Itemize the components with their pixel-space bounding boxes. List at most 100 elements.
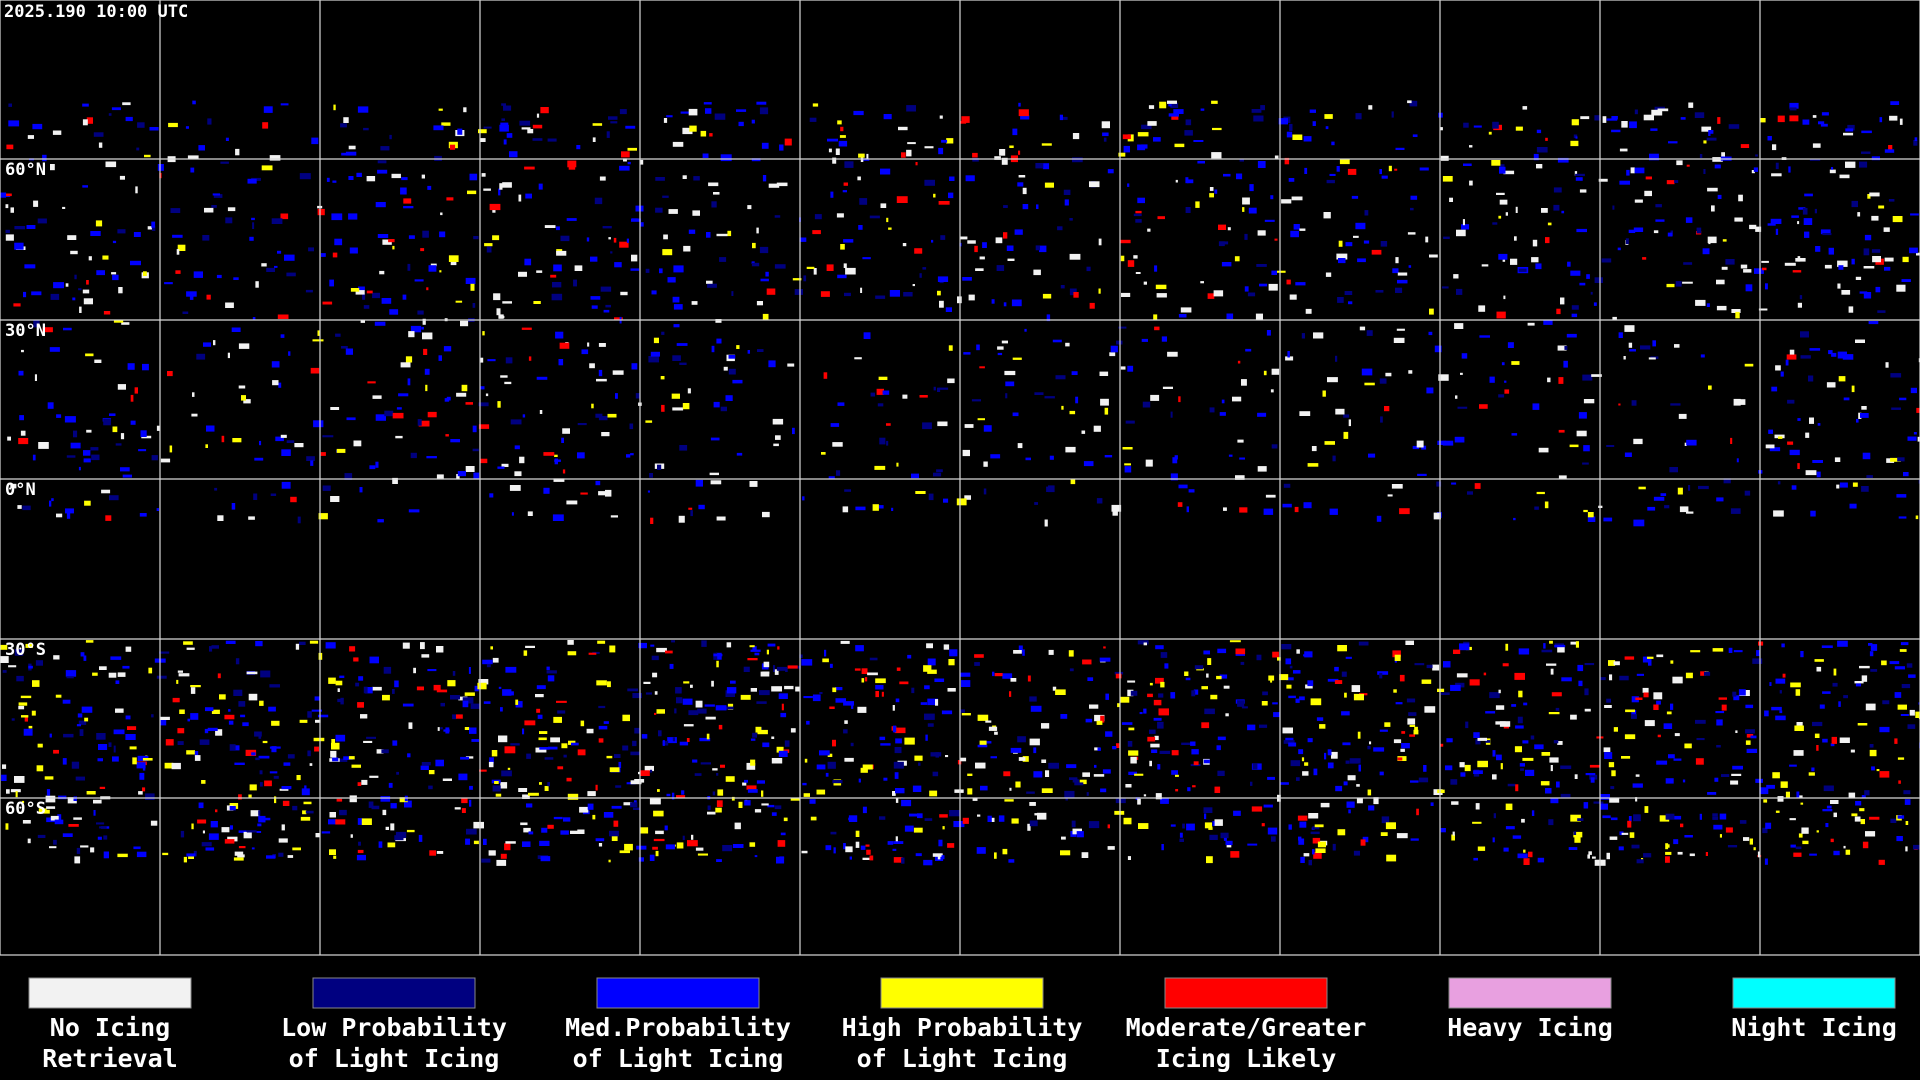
icing-pixel — [1651, 109, 1663, 116]
legend-label: of Light Icing — [857, 1044, 1068, 1073]
icing-pixel — [363, 740, 373, 743]
icing-pixel — [1293, 670, 1301, 674]
icing-pixel — [676, 842, 684, 849]
icing-pixel — [322, 435, 334, 438]
icing-pixel — [280, 103, 289, 106]
icing-pixel — [1843, 397, 1850, 401]
icing-pixel — [1200, 281, 1204, 284]
icing-pixel — [1443, 236, 1450, 239]
icing-pixel — [1884, 257, 1894, 262]
icing-pixel — [528, 356, 532, 361]
icing-pixel — [134, 387, 138, 394]
icing-pixel — [1307, 463, 1319, 467]
icing-pixel — [887, 841, 894, 845]
icing-pixel — [103, 311, 111, 315]
icing-pixel — [1608, 762, 1615, 768]
icing-pixel — [483, 701, 491, 704]
icing-pixel — [1301, 333, 1305, 339]
icing-pixel — [1625, 709, 1635, 713]
icing-pixel — [408, 722, 413, 729]
icing-pixel — [701, 640, 707, 647]
icing-pixel — [915, 491, 926, 494]
icing-pixel — [382, 809, 387, 816]
icing-pixel — [840, 126, 844, 132]
icing-pixel — [1368, 453, 1376, 458]
icing-pixel — [608, 237, 611, 240]
icing-pixel — [1514, 746, 1522, 753]
icing-pixel — [655, 177, 665, 181]
icing-pixel — [199, 739, 210, 745]
icing-pixel — [949, 810, 960, 817]
icing-pixel — [1805, 470, 1817, 476]
icing-pixel — [649, 473, 653, 478]
icing-pixel — [917, 813, 923, 819]
icing-pixel — [1082, 772, 1090, 777]
icing-pixel — [1153, 717, 1162, 721]
icing-pixel — [500, 375, 508, 378]
icing-pixel — [1533, 153, 1539, 161]
icing-pixel — [442, 778, 452, 781]
icing-pixel — [1743, 837, 1750, 841]
icing-pixel — [925, 734, 928, 741]
icing-pixel — [1271, 368, 1280, 375]
icing-pixel — [372, 292, 380, 299]
icing-pixel — [461, 797, 468, 804]
icing-pixel — [429, 850, 436, 856]
icing-pixel — [1634, 199, 1643, 203]
icing-pixel — [372, 686, 382, 691]
icing-pixel — [389, 134, 392, 140]
icing-pixel — [1706, 303, 1710, 307]
icing-pixel — [1830, 743, 1835, 747]
icing-pixel — [650, 351, 660, 357]
icing-pixel — [515, 699, 519, 705]
icing-pixel — [369, 775, 379, 778]
icing-pixel — [36, 765, 44, 772]
icing-pixel — [774, 264, 786, 269]
icing-pixel — [587, 791, 596, 797]
icing-pixel — [586, 237, 590, 242]
icing-pixel — [1777, 796, 1784, 802]
icing-pixel — [553, 716, 562, 723]
icing-pixel — [496, 308, 501, 316]
icing-pixel — [762, 511, 770, 518]
icing-pixel — [503, 105, 512, 111]
icing-pixel — [1507, 783, 1516, 787]
icing-pixel — [1442, 440, 1454, 446]
icing-pixel — [865, 844, 870, 847]
icing-pixel — [603, 309, 610, 313]
icing-pixel — [392, 689, 395, 694]
latitude-label: 30°S — [5, 640, 46, 660]
icing-pixel — [1075, 396, 1079, 404]
icing-pixel — [296, 775, 301, 781]
icing-pixel — [825, 845, 832, 851]
icing-pixel — [976, 847, 986, 854]
icing-pixel — [977, 418, 985, 421]
icing-pixel — [1621, 756, 1631, 759]
icing-pixel — [1617, 247, 1621, 251]
icing-pixel — [556, 700, 567, 703]
icing-pixel — [730, 680, 736, 684]
icing-pixel — [1656, 654, 1664, 658]
icing-pixel — [438, 355, 442, 361]
icing-pixel — [186, 750, 195, 755]
icing-pixel — [1618, 403, 1621, 406]
icing-pixel — [525, 193, 532, 199]
icing-pixel — [465, 756, 474, 759]
icing-pixel — [151, 221, 156, 228]
icing-pixel — [2, 670, 7, 673]
icing-pixel — [1672, 815, 1682, 820]
icing-pixel — [1804, 193, 1813, 197]
icing-pixel — [875, 295, 886, 299]
icing-pixel — [338, 758, 348, 762]
icing-pixel — [959, 709, 965, 713]
icing-pixel — [294, 443, 304, 448]
icing-pixel — [1127, 260, 1135, 267]
icing-pixel — [460, 320, 469, 327]
icing-pixel — [623, 802, 632, 806]
icing-pixel — [1553, 740, 1559, 744]
icing-pixel — [663, 118, 668, 123]
icing-pixel — [942, 826, 945, 830]
icing-pixel — [876, 388, 884, 395]
icing-pixel — [939, 115, 943, 119]
icing-pixel — [1857, 212, 1861, 217]
